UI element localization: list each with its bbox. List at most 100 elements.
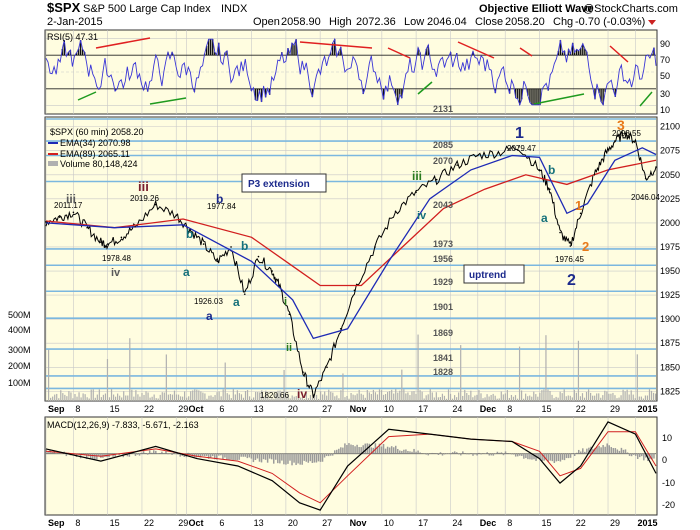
macd-tick-0: 0 [662, 455, 667, 465]
volume-bar-53 [155, 398, 157, 401]
price-point-40 [624, 132, 626, 135]
volume-bar-183 [419, 390, 421, 401]
uptrend-label: uptrend [469, 270, 506, 281]
level-1901: 1901 [433, 302, 453, 312]
price-point-13 [230, 246, 232, 248]
rsi-tick-10: 10 [660, 105, 670, 115]
uptrend-box [463, 264, 525, 284]
volume-bar-37 [123, 391, 125, 401]
wave-iv-1: iv [111, 267, 121, 279]
x-tick-4: 29 [178, 404, 188, 414]
volume-bar-205 [464, 389, 466, 401]
volume-bar-143 [338, 398, 340, 401]
x-tick-bottom-9: 27 [322, 518, 332, 528]
volume-bar-118 [287, 394, 289, 401]
date: 2-Jan-2015 [47, 16, 103, 28]
wave-iii-1: iii [66, 192, 76, 206]
price-point-38 [603, 154, 606, 157]
volume-bar-23 [94, 397, 96, 401]
price-plot [45, 129, 657, 399]
volume-bar-22 [92, 389, 94, 401]
y-tick-1925: 1925 [660, 290, 680, 300]
brand: Objective Elliott Wave [479, 3, 594, 15]
volume-bar-17 [82, 393, 84, 401]
volume-bar-90 [230, 398, 232, 401]
volume-bar-18 [84, 394, 86, 401]
wave-2-major: 2 [567, 272, 576, 289]
x-tick-7: 13 [254, 404, 264, 414]
volume-bar-295 [646, 395, 649, 401]
volume-bar-231 [516, 398, 519, 401]
volume-bar-153 [358, 389, 360, 401]
volume-bar-252 [559, 391, 561, 401]
volume-bar-259 [573, 389, 575, 401]
x-tick-11: 10 [384, 404, 394, 414]
x-tick-19: 2015 [637, 404, 657, 414]
rsi-div-green-3 [533, 93, 585, 105]
volume-bar-150 [352, 394, 354, 401]
volume-bar-156 [364, 397, 366, 401]
rsi-div-green-2 [417, 81, 433, 95]
volume-bar-265 [585, 391, 588, 401]
open-value: 2058.90 [281, 16, 321, 28]
volume-bar-134 [320, 391, 322, 401]
volume-bar-281 [618, 397, 620, 401]
volume-bar-256 [567, 395, 569, 401]
volume-bar-117 [285, 396, 287, 401]
volume-bar-160 [372, 389, 374, 401]
annot-2046: 2046.04 [631, 193, 660, 202]
volume-bar-137 [326, 395, 328, 401]
rsi-div-red-2 [387, 47, 411, 59]
wave-a-2: a [206, 309, 213, 323]
x-tick-bottom-7: 13 [254, 518, 264, 528]
macd-label: MACD(12,26,9) -7.833, -5.671, -2.163 [47, 420, 199, 430]
support-resistance-lines [46, 118, 656, 390]
x-tick-bottom-0: Sep [48, 518, 65, 528]
ema34-line [45, 147, 657, 340]
volume-bar-148 [348, 398, 350, 401]
down-arrow-icon [648, 20, 656, 25]
volume-bar-128 [307, 398, 310, 401]
volume-bar-257 [569, 395, 571, 401]
price-point-31 [518, 146, 520, 148]
volume-bar-44 [137, 394, 139, 401]
volume-bar-197 [447, 389, 450, 401]
volume-bar-14 [76, 396, 78, 401]
volume-bar-249 [553, 398, 555, 401]
level-2085: 2085 [433, 140, 453, 150]
volume-bar-274 [604, 390, 606, 401]
vol-400m: 400M [8, 325, 31, 335]
volume-bar-81 [212, 396, 214, 401]
volume-bar-210 [474, 395, 476, 401]
volume-bar-33 [114, 396, 117, 401]
macd-plot [45, 421, 657, 511]
volume-bar-178 [409, 395, 411, 401]
x-tick-bottom-17: 22 [576, 518, 586, 528]
annot-2019: 2019.26 [130, 194, 159, 203]
volume-bar-80 [210, 395, 212, 401]
x-tick-10: Nov [350, 404, 367, 414]
volume-bar-258 [571, 397, 573, 401]
wave-b-4: b [548, 163, 555, 177]
volume-bar-260 [575, 392, 577, 401]
vol-300m: 300M [8, 345, 31, 355]
volume-bar-182 [417, 334, 419, 401]
volume-bar-70 [190, 391, 192, 401]
volume-bar-219 [492, 393, 494, 401]
volume-bar-176 [405, 393, 407, 401]
volume-bar-171 [395, 389, 397, 401]
volume-bar-291 [638, 396, 640, 401]
volume-bar-169 [391, 389, 393, 401]
volume-bar-206 [466, 393, 468, 401]
volume-bar-145 [342, 373, 344, 401]
volume-bar-157 [366, 390, 368, 401]
volume-bar-288 [632, 394, 634, 401]
volume-bar-208 [470, 390, 472, 401]
low-label: Low [404, 16, 424, 28]
volume-bar-227 [508, 397, 511, 401]
x-tick-5: Oct [189, 404, 204, 414]
x-tick-15: 8 [507, 404, 512, 414]
rsi-div-red-5 [609, 45, 629, 63]
volume-bar-277 [610, 393, 612, 401]
price-point-8 [154, 203, 157, 206]
